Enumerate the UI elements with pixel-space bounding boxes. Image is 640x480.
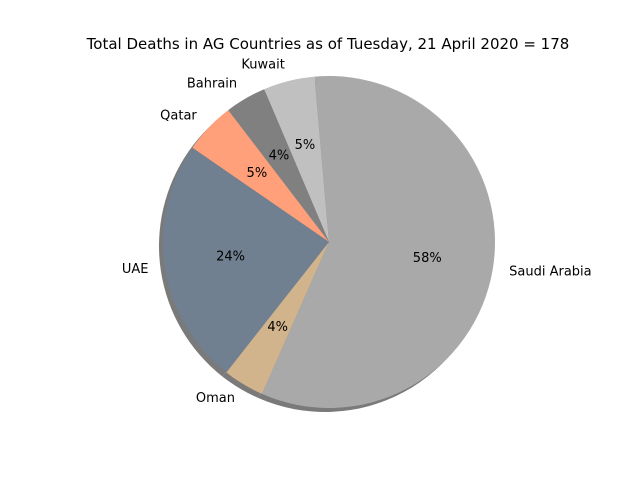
slice-qatar xyxy=(192,110,329,243)
slice-oman xyxy=(226,242,329,394)
slice-label-qatar: Qatar xyxy=(160,109,197,124)
slice-percent-bahrain: 4% xyxy=(269,148,290,163)
slice-uae xyxy=(163,147,329,373)
slice-label-saudi-arabia: Saudi Arabia xyxy=(509,264,592,279)
slice-label-bahrain: Bahrain xyxy=(187,77,237,92)
pie-labels: Kuwait 5% Bahrain 4% Qatar 5% UAE 24% Oman 4% Saud… xyxy=(122,57,592,406)
slice-percent-kuwait: 5% xyxy=(295,138,316,153)
pie-slices xyxy=(163,76,496,409)
chart-title: Total Deaths in AG Countries as of Tuesd… xyxy=(86,35,570,53)
slice-percent-oman: 4% xyxy=(267,320,288,335)
slice-percent-uae: 24% xyxy=(216,249,245,264)
slice-kuwait xyxy=(264,76,329,242)
slice-label-kuwait: Kuwait xyxy=(241,57,284,72)
slice-bahrain xyxy=(228,89,329,242)
slice-percent-qatar: 5% xyxy=(247,166,268,181)
slice-percent-saudi-arabia: 58% xyxy=(413,251,442,266)
slice-label-uae: UAE xyxy=(122,262,149,277)
slice-label-oman: Oman xyxy=(196,391,235,406)
slice-saudi-arabia xyxy=(262,76,496,409)
